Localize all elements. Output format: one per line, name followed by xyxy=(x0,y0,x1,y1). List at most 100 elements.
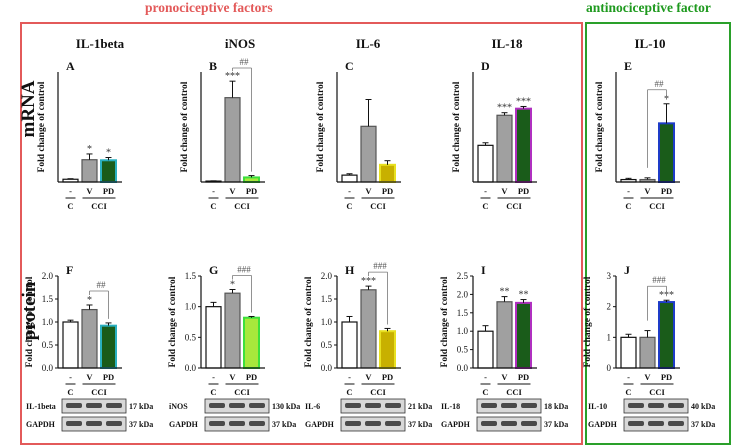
blot-kda-target-F: 17 kDa xyxy=(129,402,153,411)
blot-label-target-F: IL-1beta xyxy=(26,402,56,411)
bar-I-PD xyxy=(515,301,532,370)
y-axis-label-C: Fold change of control xyxy=(316,81,326,172)
bar-H-V xyxy=(360,289,377,369)
x-tick-label-C: V xyxy=(365,186,372,196)
group-label-cci-G: CCI xyxy=(234,387,250,397)
group-label-cci-I: CCI xyxy=(506,387,522,397)
pronociceptive-header: pronociceptive factors xyxy=(145,0,273,15)
significance-D: *** xyxy=(516,96,531,107)
bar-J-V xyxy=(639,336,656,369)
blot-band-loading-J xyxy=(628,421,644,426)
blot-kda-loading-I: 37 kDa xyxy=(544,420,568,429)
significance-H: *** xyxy=(361,276,376,287)
y-tick-label-I: 2.5 xyxy=(457,271,469,281)
blot-band-loading-G xyxy=(249,421,265,426)
blot-band-loading-I xyxy=(501,421,517,426)
y-tick-label-I: 2.0 xyxy=(457,289,469,299)
x-tick-label-A: - xyxy=(69,186,72,196)
y-tick-label-G: 0.5 xyxy=(185,332,197,342)
bar-F-PD xyxy=(100,324,117,369)
group-label-c-F: C xyxy=(67,387,73,397)
antinociceptive-header: antinociceptive factor xyxy=(586,0,711,15)
blot-band-target-J xyxy=(668,403,684,408)
blot-band-target-J xyxy=(628,403,644,408)
x-tick-label-F: - xyxy=(69,372,72,382)
x-tick-label-I: V xyxy=(501,372,508,382)
y-axis-label-B: Fold change of control xyxy=(180,81,190,172)
blot-band-loading-J xyxy=(668,421,684,426)
x-tick-label-I: PD xyxy=(518,372,529,382)
x-tick-label-D: PD xyxy=(518,186,529,196)
y-tick-label-H: 1.0 xyxy=(321,317,333,327)
group-label-c-E: C xyxy=(625,201,631,211)
y-tick-label-I: 1.5 xyxy=(457,308,469,318)
bar-B-PD xyxy=(243,176,260,184)
y-axis-label-D: Fold change of control xyxy=(452,81,462,172)
blot-band-loading-G xyxy=(229,421,245,426)
blot-band-target-J xyxy=(648,403,664,408)
blot-band-target-I xyxy=(481,403,497,408)
panel-title-D: IL-18 xyxy=(491,36,523,51)
y-tick-label-J: 0 xyxy=(607,363,612,373)
significance-B: *** xyxy=(225,71,240,82)
panel-letter-F: F xyxy=(66,263,73,277)
y-tick-label-G: 1.0 xyxy=(185,302,197,312)
x-tick-label-E: V xyxy=(644,186,651,196)
significance-I: ** xyxy=(500,287,510,298)
y-axis-label-G: Fold change of control xyxy=(168,276,178,367)
blot-label-target-H: IL-6 xyxy=(305,402,320,411)
blot-band-target-H xyxy=(385,403,401,408)
panel-letter-J: J xyxy=(624,263,630,277)
x-tick-label-H: - xyxy=(348,372,351,382)
group-label-c-G: C xyxy=(210,387,216,397)
bar-B-V xyxy=(224,97,241,183)
blot-band-target-F xyxy=(106,403,122,408)
group-label-cci-J: CCI xyxy=(649,387,665,397)
bar-D-- xyxy=(477,144,494,183)
group-label-cci-E: CCI xyxy=(649,201,665,211)
x-tick-label-G: - xyxy=(212,372,215,382)
blot-label-target-G: iNOS xyxy=(169,402,188,411)
y-tick-label-J: 3 xyxy=(607,271,612,281)
y-tick-label-F: 0.0 xyxy=(42,363,54,373)
y-tick-label-G: 1.5 xyxy=(185,271,197,281)
antinociceptive-frame xyxy=(585,22,731,445)
bar-J-- xyxy=(620,336,637,369)
blot-band-loading-H xyxy=(365,421,381,426)
significance-A: * xyxy=(106,148,111,159)
comparison-mark-E: ## xyxy=(655,79,665,89)
comparison-mark-G: ### xyxy=(237,264,251,274)
y-tick-label-H: 0.0 xyxy=(321,363,333,373)
blot-band-target-H xyxy=(365,403,381,408)
panel-title-E: IL-10 xyxy=(634,36,665,51)
group-label-c-A: C xyxy=(67,201,73,211)
y-tick-label-I: 0.0 xyxy=(457,363,469,373)
bar-F-- xyxy=(62,321,79,369)
panel-letter-I: I xyxy=(481,263,486,277)
comparison-mark-F: ## xyxy=(97,280,107,290)
group-label-c-J: C xyxy=(625,387,631,397)
significance-I: ** xyxy=(519,290,529,301)
bar-G-- xyxy=(205,306,222,369)
significance-D: *** xyxy=(497,103,512,114)
blot-kda-target-I: 18 kDa xyxy=(544,402,568,411)
panel-title-C: IL-6 xyxy=(356,36,381,51)
bar-D-PD xyxy=(515,107,532,183)
group-label-c-H: C xyxy=(346,387,352,397)
y-axis-label-J: Fold change of control xyxy=(583,276,593,367)
x-tick-label-G: V xyxy=(229,372,236,382)
bar-C-V xyxy=(360,125,377,183)
panel-title-B: iNOS xyxy=(225,36,255,51)
group-label-c-B: C xyxy=(210,201,216,211)
x-tick-label-D: V xyxy=(501,186,508,196)
x-tick-label-E: PD xyxy=(661,186,672,196)
y-axis-label-H: Fold change of control xyxy=(304,276,314,367)
x-tick-label-H: PD xyxy=(382,372,393,382)
x-tick-label-D: - xyxy=(484,186,487,196)
blot-band-target-F xyxy=(66,403,82,408)
panel-letter-A: A xyxy=(66,59,75,73)
x-tick-label-B: PD xyxy=(246,186,257,196)
blot-kda-target-G: 130 kDa xyxy=(272,402,300,411)
x-tick-label-A: PD xyxy=(103,186,114,196)
blot-label-target-I: IL-18 xyxy=(441,402,460,411)
